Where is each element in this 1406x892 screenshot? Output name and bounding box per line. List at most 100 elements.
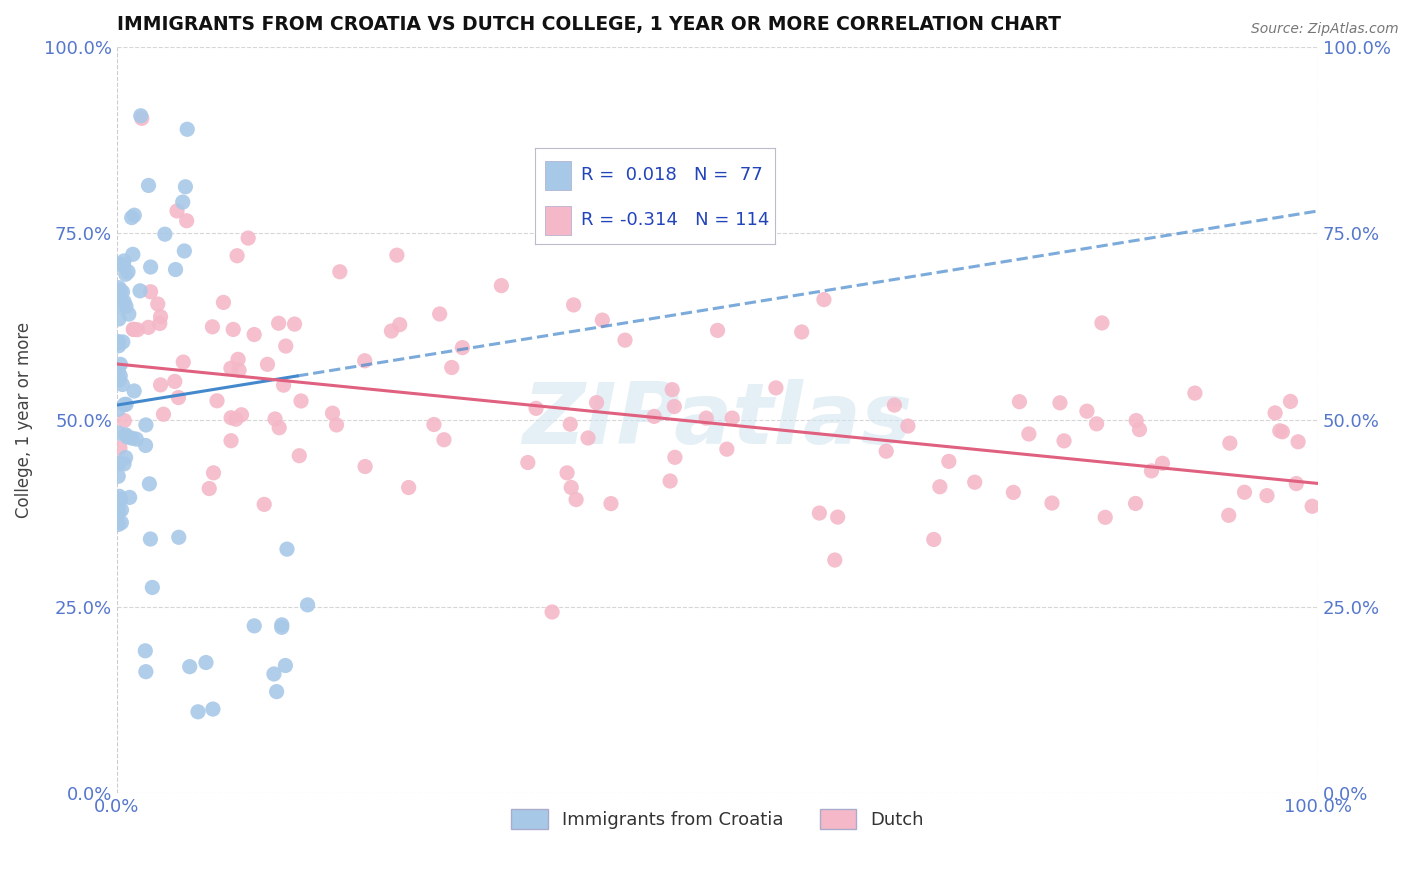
Point [167,391,190,405]
Point [1264,406,1286,420]
Point [108,489,131,503]
Point [398,481,420,495]
Point [322,406,344,420]
Point [440,360,463,375]
Point [108,373,131,387]
Point [115,397,138,411]
Point [222,322,245,336]
Point [555,466,578,480]
Point [451,341,474,355]
Point [1184,386,1206,401]
Point [198,482,221,496]
Point [219,361,242,376]
Point [243,327,266,342]
Point [231,408,253,422]
Point [131,112,153,126]
Point [110,368,132,383]
Point [122,322,145,336]
Point [790,325,813,339]
Point [110,492,132,507]
Point [107,517,129,532]
Point [329,265,352,279]
Point [138,320,160,334]
Point [1085,417,1108,431]
Point [118,307,141,321]
Point [565,492,588,507]
Point [226,249,249,263]
Point [267,316,290,330]
Point [152,407,174,421]
Point [429,307,451,321]
Point [243,619,266,633]
Point [765,381,787,395]
Bar [546,206,571,235]
Point [112,259,135,273]
Text: ZIPatlas: ZIPatlas [523,378,912,461]
Point [1076,404,1098,418]
Point [963,475,986,490]
Point [173,244,195,258]
Point [353,353,375,368]
Point [1271,425,1294,439]
Point [110,357,132,371]
Point [264,412,287,426]
Point [516,456,538,470]
Point [118,491,141,505]
Point [121,211,143,225]
Point [114,428,136,442]
Point [201,319,224,334]
Point [163,375,186,389]
Point [219,410,242,425]
Point [107,402,129,417]
Point [172,355,194,369]
Point [433,433,456,447]
Point [270,620,292,634]
Point [135,665,157,679]
Point [225,412,247,426]
Point [600,497,623,511]
Point [139,260,162,274]
Point [122,322,145,336]
Point [883,398,905,412]
Point [875,444,897,458]
Point [107,502,129,516]
Point [135,417,157,432]
Point [1140,464,1163,478]
Point [716,442,738,457]
Point [290,393,312,408]
Point [1128,423,1150,437]
Point [112,294,135,309]
Point [125,432,148,446]
Bar [546,161,571,190]
Point [121,247,143,261]
Point [107,457,129,471]
Point [127,323,149,337]
Point [634,174,657,188]
Point [354,459,377,474]
Point [107,335,129,350]
Point [124,208,146,222]
Point [107,426,129,441]
Point [1218,508,1240,523]
Point [110,503,132,517]
Point [1053,434,1076,448]
Point [112,254,135,268]
Point [1125,496,1147,510]
Point [897,419,920,434]
Point [115,299,138,313]
Legend: Immigrants from Croatia, Dutch: Immigrants from Croatia, Dutch [505,801,931,837]
Point [922,533,945,547]
Point [149,317,172,331]
Point [1125,413,1147,427]
Point [266,684,288,698]
Point [256,357,278,371]
Point [1219,436,1241,450]
Point [141,581,163,595]
Point [111,334,134,349]
Point [149,310,172,324]
Point [1268,424,1291,438]
Point [139,532,162,546]
Point [380,324,402,338]
Point [388,318,411,332]
Point [585,395,607,409]
